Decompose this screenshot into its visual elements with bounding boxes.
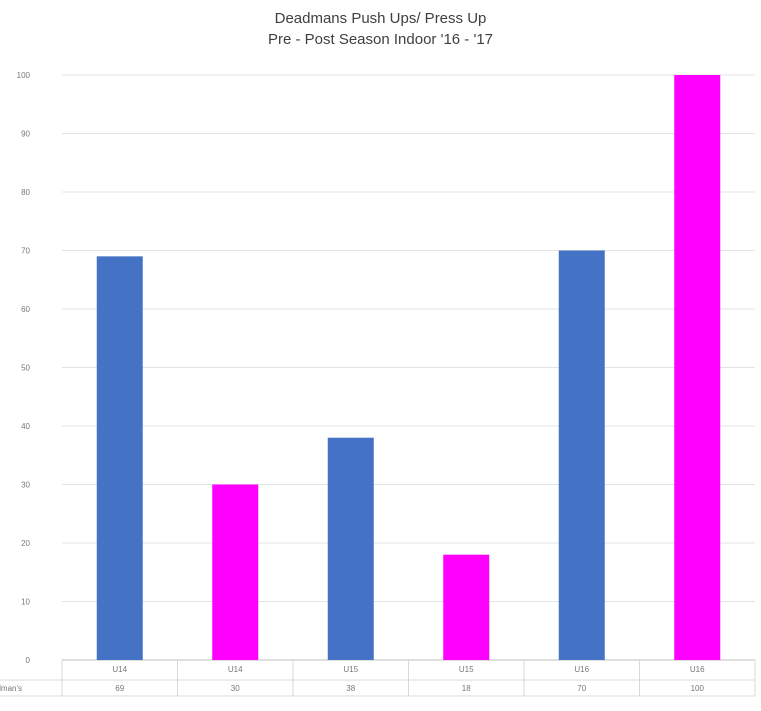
- y-tick-label: 20: [21, 539, 30, 548]
- bar: [96, 256, 143, 660]
- x-tick-label: U14: [112, 665, 127, 674]
- table-cell: 69: [115, 684, 124, 693]
- x-tick-label: U15: [343, 665, 358, 674]
- x-tick-label: U16: [574, 665, 589, 674]
- y-tick-label: 90: [21, 130, 30, 139]
- table-cell: 100: [691, 684, 705, 693]
- gridlines: [62, 74, 755, 661]
- bar: [558, 250, 605, 660]
- x-tick-label: U15: [459, 665, 474, 674]
- x-tick-label: U16: [690, 665, 705, 674]
- bar: [212, 484, 259, 660]
- table-row-label: Deadman's: [0, 684, 22, 693]
- y-tick-label: 0: [26, 656, 31, 665]
- table-cell: 38: [346, 684, 355, 693]
- table-cell: 30: [231, 684, 240, 693]
- y-tick-label: 100: [17, 71, 31, 80]
- y-tick-label: 80: [21, 188, 30, 197]
- y-tick-label: 60: [21, 305, 30, 314]
- bar: [674, 75, 721, 660]
- bar: [443, 554, 490, 660]
- y-tick-label: 70: [21, 247, 30, 256]
- table-cell: 70: [577, 684, 586, 693]
- chart-title-line-1: Deadmans Push Ups/ Press Up: [274, 10, 487, 27]
- bars: U14 U14 U15 U15 U16 U16: [96, 75, 721, 674]
- y-tick-label: 10: [21, 598, 30, 607]
- x-tick-label: U14: [228, 665, 243, 674]
- chart-title: Deadmans Push Ups/ Press Up Pre - Post S…: [0, 8, 761, 50]
- y-tick-label: 50: [21, 364, 30, 373]
- chart-title-line-2: Pre - Post Season Indoor '16 - '17: [267, 31, 494, 48]
- bar: [327, 437, 374, 660]
- y-tick-label: 40: [21, 422, 30, 431]
- y-axis-ticks: 0 10 20 30 40 50 60 70 80 90 100: [17, 71, 31, 665]
- y-tick-label: 30: [21, 481, 30, 490]
- table-cell: 18: [462, 684, 471, 693]
- data-table: Deadman's 69 30 38 18 70 100: [0, 660, 756, 697]
